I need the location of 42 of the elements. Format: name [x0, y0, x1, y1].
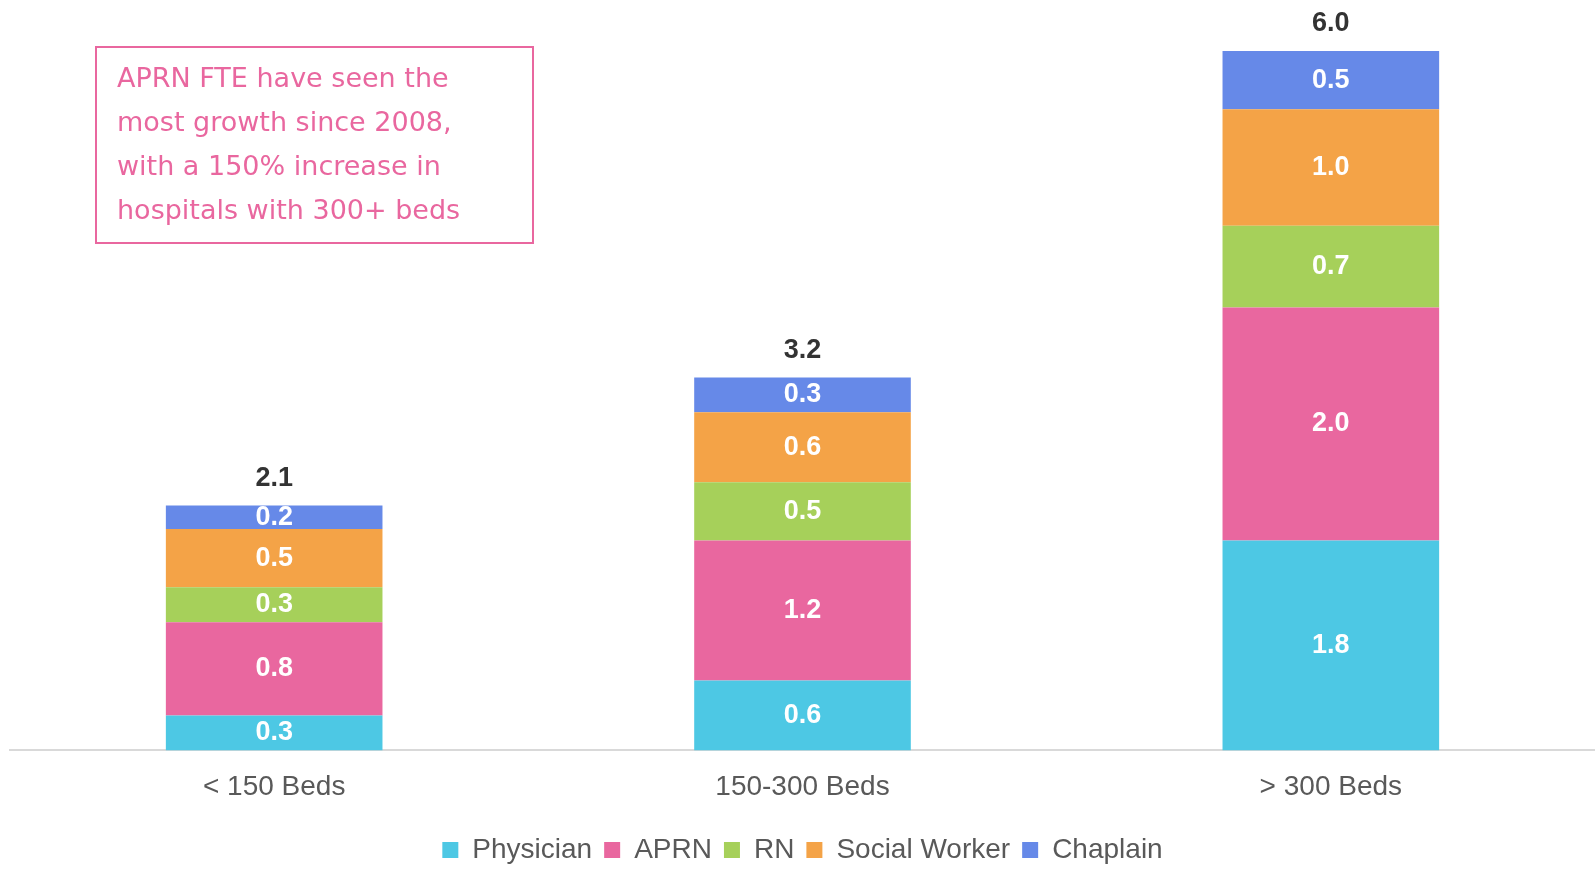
bar [165, 587, 383, 623]
bar [1222, 109, 1440, 226]
bar [694, 540, 911, 681]
bar [165, 715, 383, 751]
legend-label: RN [753, 832, 795, 864]
total-label: 6.0 [1312, 7, 1350, 38]
annotation: APRN FTE have seen the most growth since 2008, with a 150% increase in hospitals with 300+ beds [95, 46, 534, 244]
legend-label: Chaplain [1052, 832, 1163, 864]
data-label: 0.5 [1312, 63, 1350, 94]
data-label: 2.0 [1312, 407, 1350, 438]
legend-label: Social Worker [836, 832, 1011, 864]
bar [1222, 225, 1440, 308]
total-label: 2.1 [255, 462, 293, 493]
legend-label: APRN [634, 832, 712, 864]
data-label: 0.3 [255, 716, 293, 747]
bar [165, 622, 383, 716]
bar [694, 482, 911, 541]
bar [694, 377, 911, 413]
bar [694, 412, 911, 483]
x-tick-label: 150-300 Beds [715, 769, 890, 801]
bar [1222, 540, 1440, 751]
data-label: 0.3 [783, 378, 822, 409]
data-label: 0.6 [783, 698, 822, 729]
total-label: 3.2 [783, 333, 822, 364]
data-label: 0.3 [255, 588, 293, 619]
bar [694, 680, 911, 751]
data-label: 1.2 [783, 593, 822, 624]
data-label: 0.2 [255, 500, 293, 531]
data-label: 1.8 [1312, 628, 1350, 659]
bar [165, 505, 383, 529]
data-label: 0.5 [255, 541, 293, 572]
data-label: 0.5 [783, 494, 822, 525]
bar [1222, 51, 1440, 110]
bar [165, 528, 383, 588]
legend-label: Physician [472, 832, 593, 864]
data-label: 0.6 [783, 430, 822, 461]
data-label: 0.7 [1312, 250, 1350, 281]
x-tick-label: > 300 Beds [1259, 769, 1403, 801]
data-label: 0.8 [255, 652, 293, 683]
bar [1222, 307, 1440, 541]
x-tick-label: < 150 Beds [202, 769, 346, 801]
data-label: 1.0 [1312, 151, 1350, 182]
